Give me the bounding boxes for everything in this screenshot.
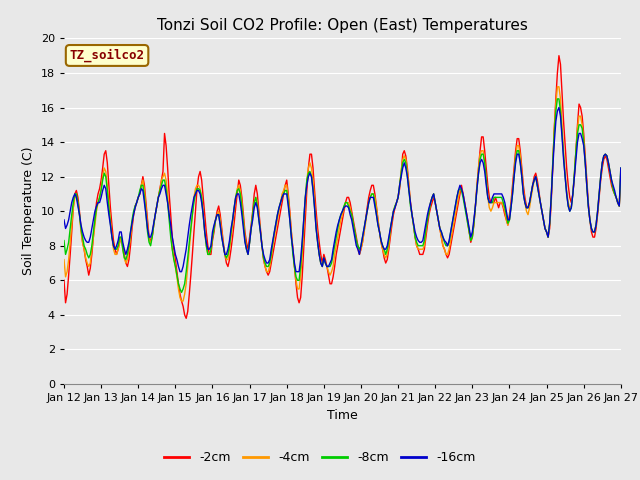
X-axis label: Time: Time — [327, 408, 358, 421]
Y-axis label: Soil Temperature (C): Soil Temperature (C) — [22, 147, 35, 276]
Title: Tonzi Soil CO2 Profile: Open (East) Temperatures: Tonzi Soil CO2 Profile: Open (East) Temp… — [157, 18, 528, 33]
Legend: -2cm, -4cm, -8cm, -16cm: -2cm, -4cm, -8cm, -16cm — [159, 446, 481, 469]
Text: TZ_soilco2: TZ_soilco2 — [70, 49, 145, 62]
